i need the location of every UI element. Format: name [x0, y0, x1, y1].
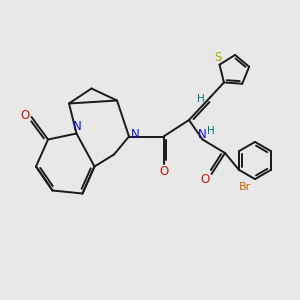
Text: O: O	[200, 173, 209, 186]
Text: N: N	[73, 119, 82, 133]
Text: S: S	[214, 51, 222, 64]
Text: O: O	[159, 165, 168, 178]
Text: N: N	[198, 128, 207, 141]
Text: H: H	[197, 94, 205, 104]
Text: N: N	[131, 128, 140, 142]
Text: H: H	[207, 125, 215, 136]
Text: O: O	[20, 109, 29, 122]
Text: Br: Br	[238, 182, 250, 193]
